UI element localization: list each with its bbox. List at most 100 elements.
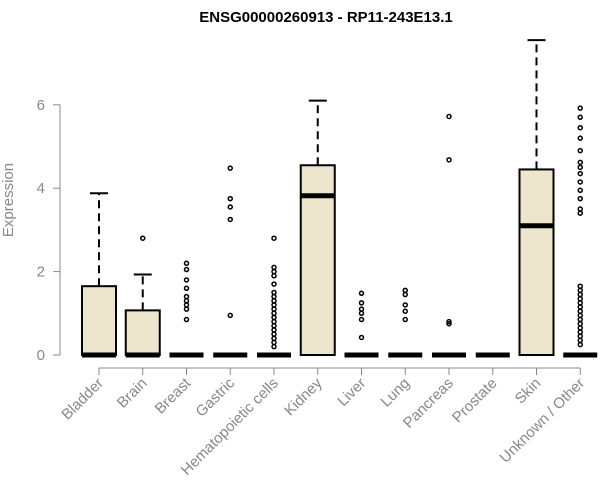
outlier-point [446,320,452,327]
outlier-point [271,323,277,329]
outlier-point [577,164,583,171]
x-tick-label: Lung [377,375,413,411]
outlier-point [577,147,583,154]
outlier-point [577,325,583,331]
x-tick-label: Kidney [281,374,326,419]
outlier-point [271,293,277,300]
outlier-point [577,304,583,310]
box-group [388,287,423,358]
outlier-point [358,290,365,297]
boxes [81,39,598,358]
outlier-point [577,187,583,194]
outlier-point [577,179,583,185]
outlier-point [183,316,190,323]
box-group [169,260,204,358]
y-axis: 0 2 4 6 [37,97,61,364]
outlier-point [577,135,583,141]
outlier-point [271,314,277,321]
outlier-point [446,157,452,163]
outlier-point [271,289,277,296]
outlier-point [577,291,583,298]
outlier-point [140,235,146,241]
outlier-point [271,327,277,333]
outlier-point [183,285,190,292]
box-group [563,105,598,358]
outlier-point [577,320,583,327]
outlier-point [183,306,190,312]
outlier-point [358,300,365,306]
outlier-point [577,341,583,348]
outlier-point [271,268,277,275]
outlier-point [577,295,583,302]
box-group [257,235,291,358]
outlier-point [227,312,233,319]
box-group [213,165,248,358]
chart-title: ENSG00000260913 - RP11-243E13.1 [199,9,453,26]
outlier-point [271,306,277,312]
outlier-point [358,316,365,323]
outlier-point [577,210,583,216]
x-tick-label: Liver [334,375,369,410]
outlier-point [183,293,190,300]
outlier-point [577,329,583,335]
x-tick-label: Skin [512,375,545,408]
outlier-point [183,266,190,273]
outlier-point [271,343,277,350]
outlier-point [577,170,583,177]
outlier-point [577,316,583,323]
outlier-point [358,334,365,341]
outlier-point [577,337,583,344]
y-tick-label: 6 [37,97,45,114]
outlier-point [183,277,190,283]
y-axis-label: Expression [0,163,17,237]
outlier-point [271,264,277,271]
outlier-point [183,302,190,308]
outlier-point [183,260,190,267]
outlier-point [227,204,233,210]
outlier-point [577,195,583,202]
outlier-point [402,287,408,294]
box-rect [518,168,555,356]
outlier-point [577,105,583,111]
box-group [81,192,117,358]
x-tick-label: Breast [152,374,195,417]
outlier-point [271,310,277,317]
box-group [432,113,466,358]
outlier-point [402,302,408,308]
outlier-point [577,206,583,212]
x-tick-label: Brain [114,375,151,412]
outlier-point [271,302,277,308]
outlier-point [358,310,365,317]
box-rect [81,285,117,357]
outlier-point [358,306,365,312]
y-tick-label: 0 [37,347,45,364]
outlier-point [271,335,277,342]
outlier-point [227,195,233,202]
outlier-point [271,235,277,241]
outlier-point [577,124,583,131]
outlier-point [446,318,452,325]
box-group [299,99,336,356]
outlier-point [402,308,408,314]
outlier-point [271,273,277,279]
outlier-point [577,159,583,166]
outlier-point [577,114,583,121]
outlier-point [402,316,408,323]
y-tick-label: 2 [37,264,45,281]
outlier-point [577,333,583,339]
outlier-point [577,287,583,294]
outlier-point [183,298,190,304]
box-group [124,235,161,358]
outlier-point [271,281,277,287]
box-rect [124,309,161,357]
y-tick-label: 4 [37,180,45,197]
outlier-point [227,165,233,171]
outlier-point [271,331,277,337]
x-tick-label: Prostate [449,375,501,427]
outlier-point [227,216,233,223]
outlier-point [577,308,583,314]
outlier-point [446,113,452,120]
box-group [344,290,379,358]
outlier-point [577,312,583,319]
